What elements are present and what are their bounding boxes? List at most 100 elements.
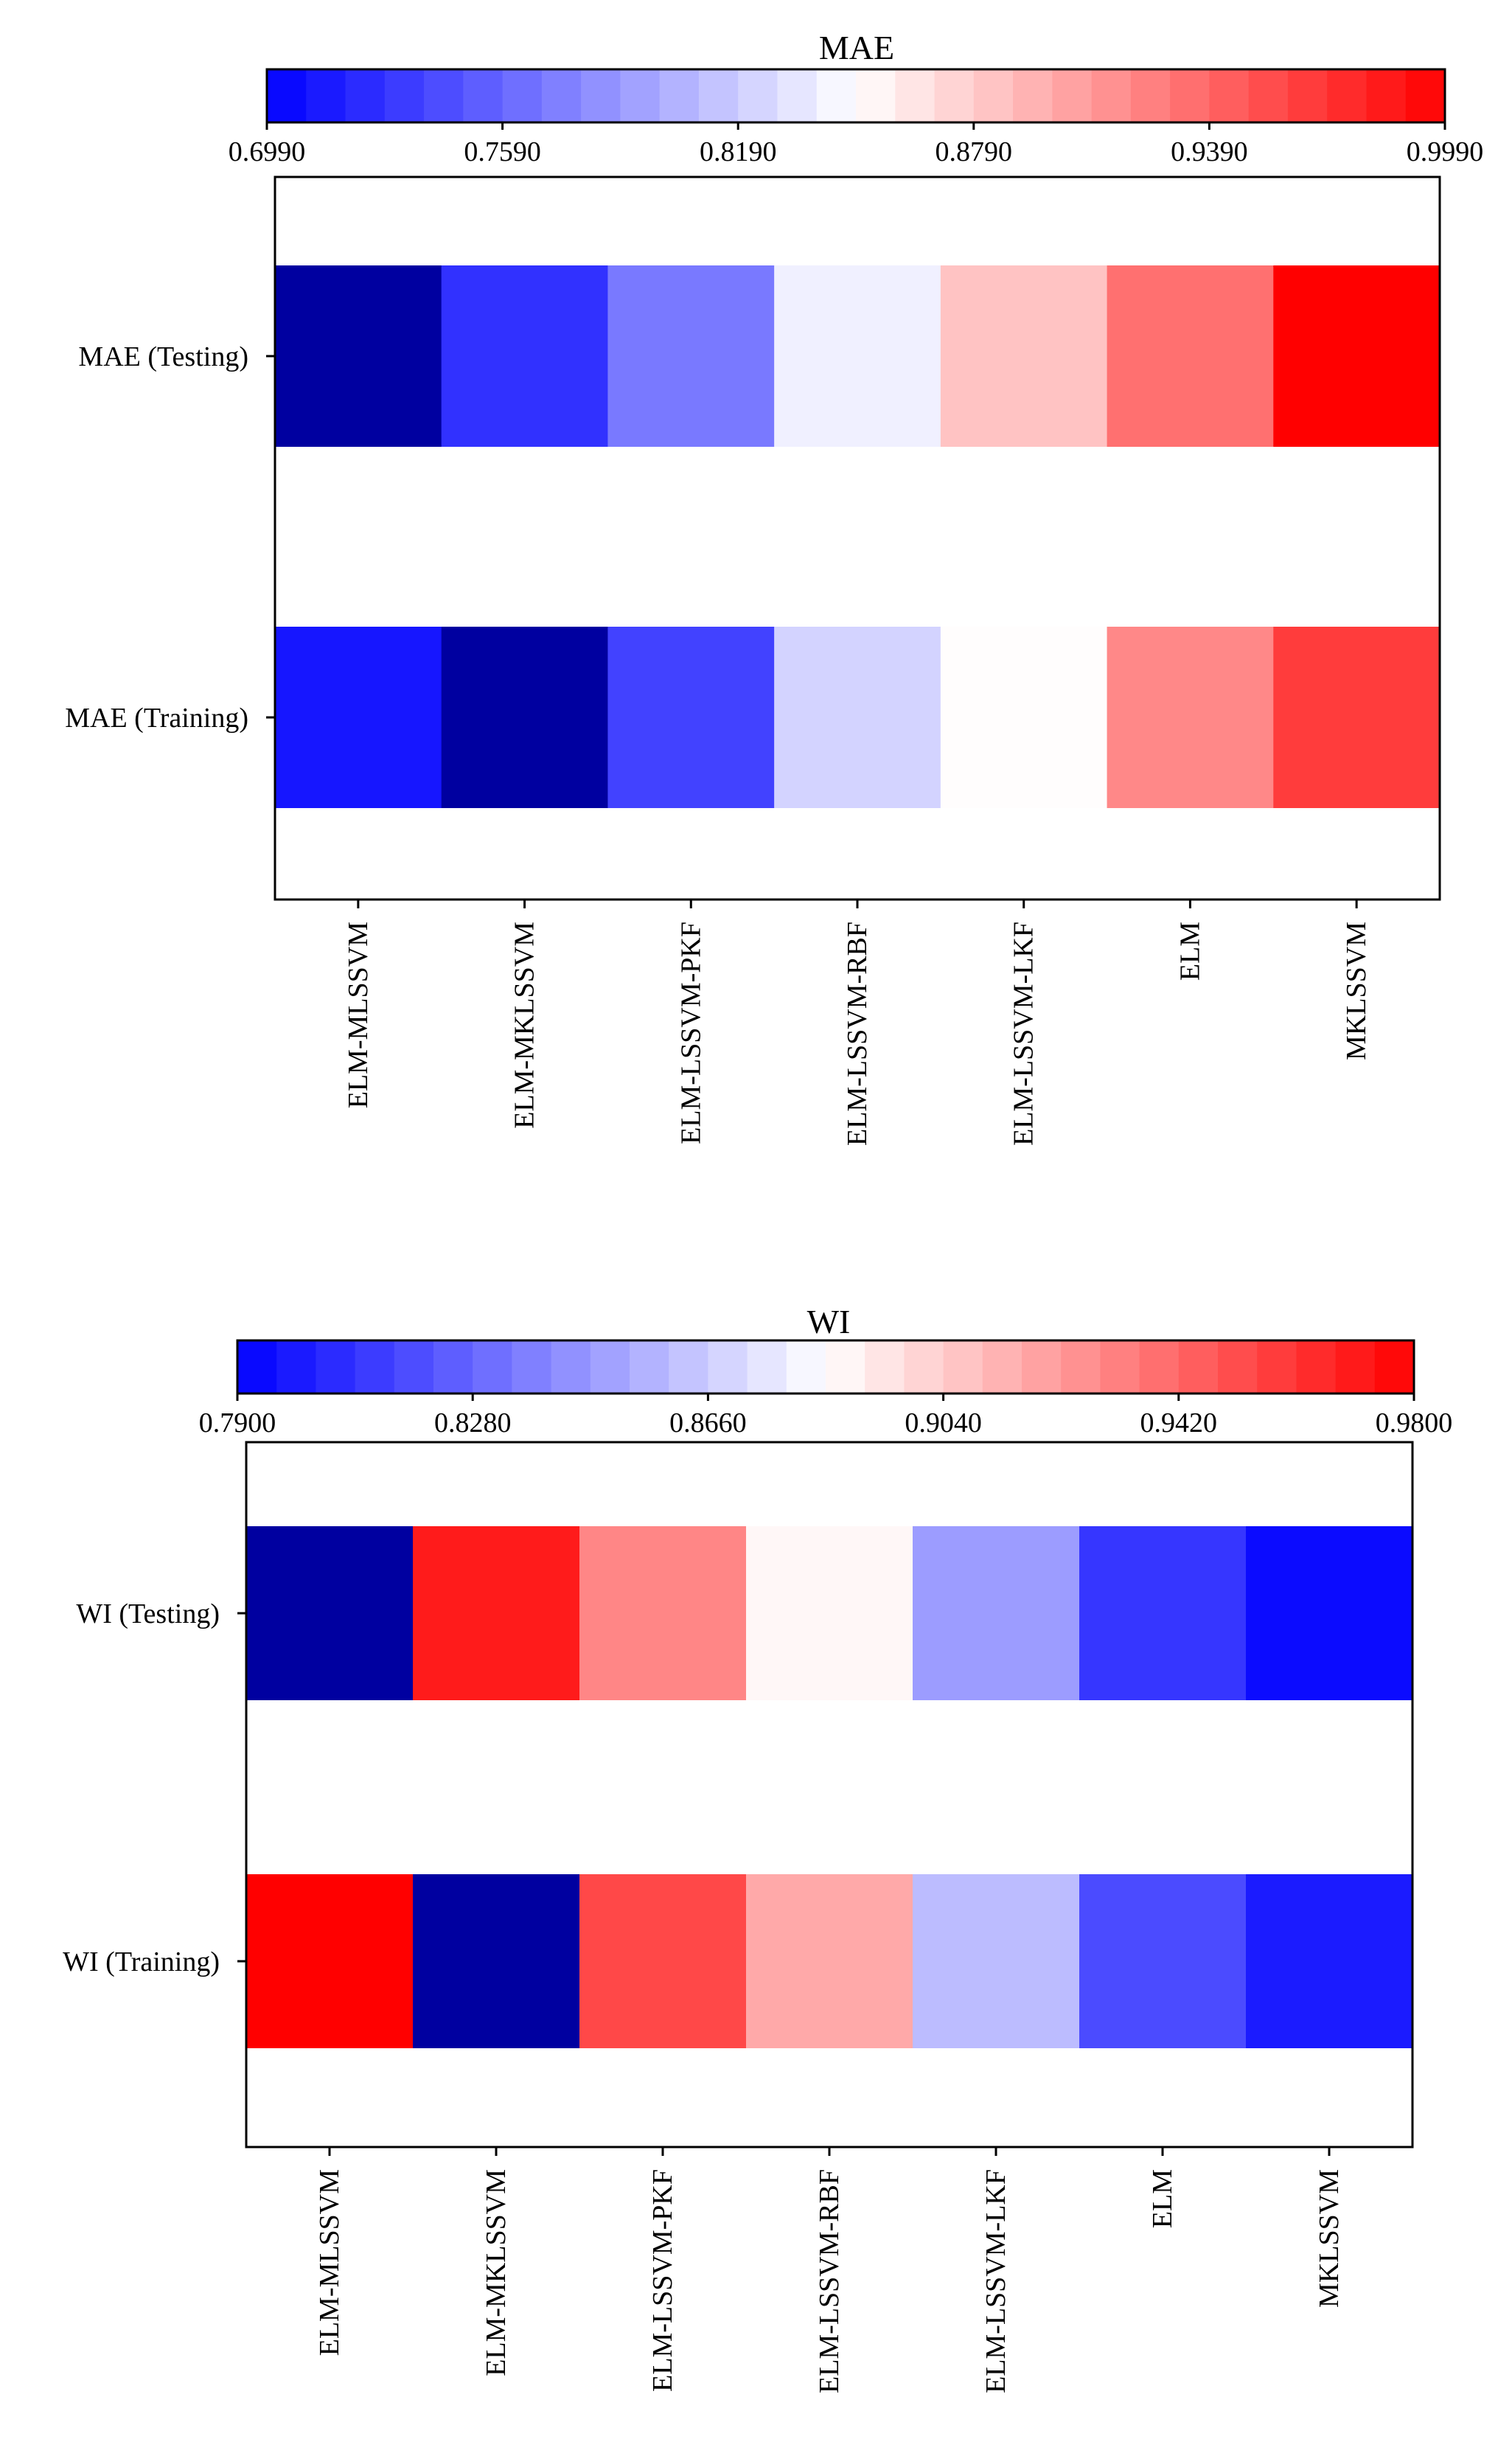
colorbar-segment — [1170, 69, 1210, 122]
column-label: ELM-LSSVM-RBF — [814, 2169, 845, 2393]
heatmap-cell — [579, 1526, 747, 1700]
heatmap-cell — [1246, 1874, 1413, 2048]
colorbar-tick-label: 0.9040 — [905, 1408, 982, 1438]
colorbar-segment — [620, 69, 661, 122]
colorbar-tick-label: 0.7590 — [464, 136, 541, 167]
colorbar-segment — [541, 69, 582, 122]
colorbar-segment — [786, 1340, 826, 1394]
colorbar-segment — [816, 69, 857, 122]
colorbar-segment — [982, 1340, 1022, 1394]
colorbar-segment — [1248, 69, 1289, 122]
column-label: ELM-MLSSVM — [343, 922, 374, 1108]
colorbar-segment — [1296, 1340, 1337, 1394]
colorbar-segment — [1209, 69, 1250, 122]
heatmap-cell — [1273, 265, 1440, 447]
heatmap-cell — [246, 1526, 414, 1700]
heatmap-cell — [940, 265, 1108, 447]
colorbar-segment — [267, 69, 307, 122]
colorbar-segment — [630, 1340, 669, 1394]
colorbar-tick-label: 0.6990 — [229, 136, 306, 167]
mae-colorbar-ticks: 0.6990 0.7590 0.8190 0.8790 0.9390 0.9990 — [229, 122, 1484, 167]
colorbar-segment — [276, 1340, 316, 1394]
heatmap-cell — [1079, 1526, 1247, 1700]
column-label: ELM-LSSVM-RBF — [842, 922, 873, 1146]
column-label: ELM-MKLSSVM — [509, 922, 540, 1129]
colorbar-segment — [1139, 1340, 1180, 1394]
colorbar-segment — [1091, 69, 1132, 122]
colorbar-frame — [265, 68, 1446, 124]
colorbar-segment — [1405, 69, 1446, 122]
row-label: WI (Testing) — [76, 1598, 220, 1629]
colorbar-segment — [856, 69, 896, 122]
colorbar-segment — [355, 1340, 395, 1394]
colorbar-segment — [1013, 69, 1053, 122]
colorbar-segment — [1052, 69, 1093, 122]
colorbar-segment — [904, 1340, 944, 1394]
colorbar-segment — [590, 1340, 630, 1394]
heatmap-cell — [1079, 1874, 1247, 2048]
wi-colorbar-ticks: 0.7900 0.8280 0.8660 0.9040 0.9420 0.9800 — [199, 1394, 1452, 1438]
column-label: MKLSSVM — [1341, 922, 1372, 1060]
wi-colorbar — [236, 1339, 1415, 1395]
colorbar-segment — [581, 69, 621, 122]
colorbar-segment — [1287, 69, 1328, 122]
colorbar-tick-label: 0.8660 — [669, 1408, 747, 1438]
colorbar-segment — [1218, 1340, 1258, 1394]
heatmap-cell — [441, 627, 609, 808]
heatmap-cell — [441, 265, 609, 447]
colorbar-segment — [943, 1340, 983, 1394]
colorbar-segment — [424, 69, 464, 122]
colorbar-segment — [512, 1340, 552, 1394]
column-label: MKLSSVM — [1314, 2169, 1345, 2308]
mae-title: MAE — [819, 29, 894, 66]
colorbar-segment — [384, 69, 425, 122]
heatmap-cell — [607, 265, 775, 447]
colorbar-segment — [708, 1340, 748, 1394]
colorbar-segment — [1100, 1340, 1140, 1394]
heatmap-cell — [607, 627, 775, 808]
colorbar-segment — [865, 1340, 905, 1394]
heatmap-cell — [746, 1874, 913, 2048]
colorbar-segment — [1374, 1340, 1415, 1394]
heatmap-cell — [774, 265, 941, 447]
colorbar-segment — [1022, 1340, 1062, 1394]
heatmap-cell — [413, 1874, 580, 2048]
colorbar-tick-label: 0.7900 — [199, 1408, 276, 1438]
column-label: ELM-MKLSSVM — [481, 2169, 512, 2376]
colorbar-segment — [394, 1340, 434, 1394]
colorbar-segment — [747, 1340, 787, 1394]
colorbar-segment — [463, 69, 504, 122]
colorbar-segment — [973, 69, 1014, 122]
row-label: WI (Training) — [63, 1946, 220, 1977]
colorbar-segment — [1366, 69, 1407, 122]
colorbar-segment — [1130, 69, 1171, 122]
colorbar-segment — [316, 1340, 356, 1394]
colorbar-segment — [777, 69, 818, 122]
wi-panel: WI 0.7900 0.8280 0.8660 0.9040 0.9420 0.9800 … — [63, 1303, 1452, 2393]
colorbar-segment — [669, 1340, 708, 1394]
mae-heatmap-cells — [275, 265, 1440, 808]
heatmap-cell — [940, 627, 1108, 808]
heatmap-cell — [913, 1526, 1080, 1700]
colorbar-segment — [502, 69, 543, 122]
wi-title: WI — [807, 1303, 851, 1340]
column-label: ELM-MLSSVM — [314, 2169, 345, 2356]
colorbar-tick-label: 0.9390 — [1171, 136, 1248, 167]
heatmap-cell — [275, 265, 442, 447]
colorbar-segment — [1335, 1340, 1376, 1394]
heatmap-cell — [1107, 627, 1274, 808]
colorbar-segment — [738, 69, 778, 122]
colorbar-tick-label: 0.8190 — [700, 136, 777, 167]
heatmap-cell — [1246, 1526, 1413, 1700]
mae-panel: MAE 0.6990 0.7590 0.8190 0.8790 0.9390 0.9990… — [65, 29, 1483, 1146]
colorbar-segment — [551, 1340, 591, 1394]
heatmap-cell — [1273, 627, 1440, 808]
heatmap-cell — [275, 627, 442, 808]
column-label: ELM-LSSVM-PKF — [647, 2169, 678, 2392]
colorbar-frame — [236, 1339, 1415, 1395]
colorbar-tick-label: 0.9990 — [1407, 136, 1484, 167]
colorbar-segment — [659, 69, 700, 122]
colorbar-segment — [237, 1340, 277, 1394]
colorbar-segment — [1061, 1340, 1101, 1394]
